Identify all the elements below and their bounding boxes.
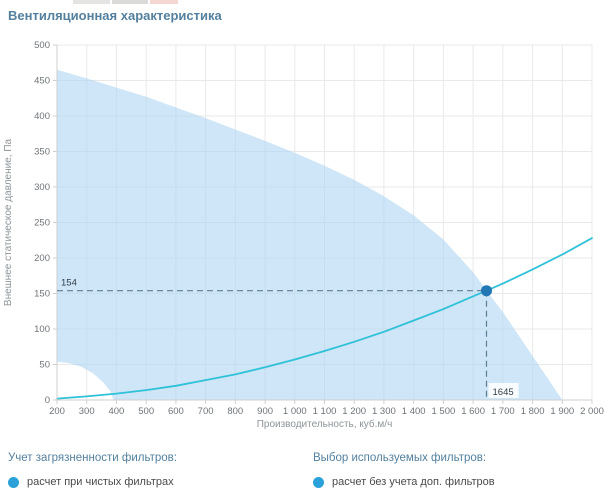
y-tick-label: 0	[45, 395, 50, 406]
y-tick-label: 500	[34, 40, 50, 51]
x-tick-label: 500	[138, 406, 154, 417]
legend-group-contamination: Учет загрязненности фильтров: расчет при…	[8, 452, 177, 488]
x-axis-title: Производительность, куб.м/ч	[257, 418, 393, 430]
legend-group-header: Учет загрязненности фильтров:	[8, 452, 177, 464]
x-tick-label: 1 900	[550, 406, 574, 417]
x-tick-label: 1 800	[521, 406, 545, 417]
operating-point-marker	[481, 285, 492, 297]
x-tick-label: 1 300	[372, 406, 396, 417]
y-tick-label: 150	[34, 289, 50, 300]
legend-dot-icon	[313, 476, 324, 488]
legend-dot-icon	[8, 476, 19, 488]
x-value-label-bg	[488, 383, 519, 398]
y-tick-label: 300	[34, 182, 50, 193]
legend-item-label: расчет без учета доп. фильтров	[332, 476, 495, 488]
x-tick-label: 1 500	[432, 406, 456, 417]
x-tick-label: 1 000	[283, 406, 307, 417]
x-tick-label: 1 400	[402, 406, 426, 417]
x-tick-label: 2 000	[580, 406, 604, 417]
x-tick-label: 400	[108, 406, 124, 417]
x-tick-label: 700	[198, 406, 214, 417]
x-tick-label: 1 200	[342, 406, 366, 417]
y-tick-label: 50	[39, 360, 50, 371]
x-tick-label: 1 700	[491, 406, 515, 417]
x-tick-label: 1 100	[313, 406, 337, 417]
chart-title: Вентиляционная характеристика	[8, 8, 222, 23]
legend-group-used-filters: Выбор используемых фильтров: расчет без …	[313, 452, 495, 488]
x-value-label: 1645	[493, 387, 514, 398]
y-tick-label: 400	[34, 111, 50, 122]
system-resistance-curve	[56, 237, 593, 400]
x-tick-label: 300	[79, 406, 95, 417]
y-tick-label: 250	[34, 218, 50, 229]
x-tick-label: 800	[227, 406, 243, 417]
y-axis-title: Внешнее статическое давление, Па	[3, 138, 14, 306]
ventilation-chart: 0 50 100 150 200 250 300 350 400 450 500 200 300 400 5…	[3, 40, 604, 430]
legend-item-label: расчет при чистых фильтрах	[27, 476, 174, 488]
fan-envelope-area	[57, 69, 563, 401]
cropped-ui-remnant	[0, 0, 615, 4]
legend-item-clean-filters[interactable]: расчет при чистых фильтрах	[8, 476, 177, 488]
y-tick-label: 200	[34, 253, 50, 264]
legend-item-no-extra-filters[interactable]: расчет без учета доп. фильтров	[313, 476, 495, 488]
x-tick-label: 200	[49, 406, 65, 417]
x-tick-label: 600	[168, 406, 184, 417]
y-tick-label: 450	[34, 76, 50, 87]
y-tick-label: 350	[34, 147, 50, 158]
legend-group-header: Выбор используемых фильтров:	[313, 452, 487, 464]
x-tick-label: 1 600	[461, 406, 485, 417]
x-tick-label: 900	[257, 406, 273, 417]
y-value-label: 154	[61, 278, 77, 289]
y-tick-label: 100	[34, 324, 50, 335]
